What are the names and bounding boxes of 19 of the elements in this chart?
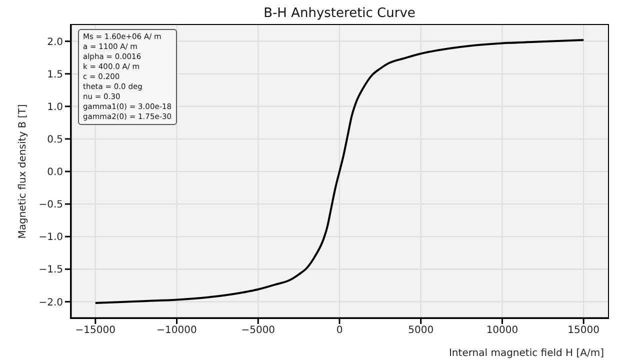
x-tick-label: −15000: [75, 325, 116, 336]
x-tick-label: 0: [336, 325, 343, 336]
x-tick-label: −5000: [241, 325, 276, 336]
y-tick-label: 0.0: [47, 167, 63, 178]
y-tick-label: −1.0: [38, 232, 63, 244]
y-tick-label: −1.5: [38, 264, 63, 276]
x-tick-label: 10000: [486, 325, 518, 336]
y-tick-label: −2.0: [38, 297, 63, 308]
x-tick-label: 5000: [408, 325, 434, 336]
y-tick-label: 1.0: [47, 102, 63, 113]
y-tick-label: −0.5: [38, 200, 63, 211]
x-tick-label: −10000: [156, 325, 197, 336]
x-tick-label: 15000: [568, 325, 600, 336]
x-axis-title: Internal magnetic field H [A/m]: [448, 348, 604, 359]
y-axis-title: Magnetic flux density B [T]: [18, 104, 29, 239]
chart-title: B-H Anhysteretic Curve: [262, 6, 416, 21]
y-tick-label: 0.5: [47, 134, 63, 146]
y-tick-label: 2.0: [47, 36, 63, 48]
y-tick-label: 1.5: [47, 69, 63, 80]
